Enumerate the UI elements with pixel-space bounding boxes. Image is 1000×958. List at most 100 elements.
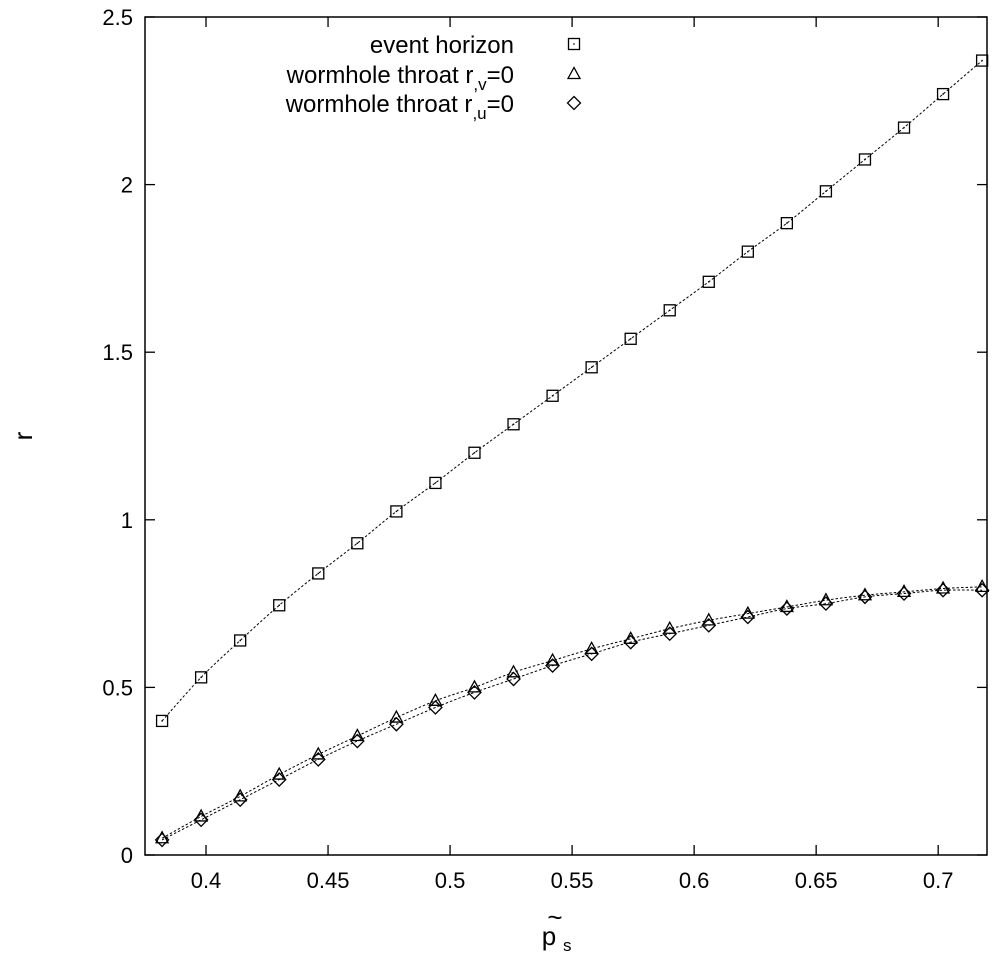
series-line-triangle bbox=[161, 586, 983, 839]
data-point-square bbox=[546, 389, 559, 402]
data-point-diamond bbox=[623, 634, 639, 650]
x-axis-label: ~ p s bbox=[542, 902, 572, 955]
data-point-square-dot bbox=[512, 423, 515, 425]
data-point-diamond bbox=[818, 596, 834, 612]
data-point-diamond bbox=[193, 812, 209, 828]
data-point-square bbox=[468, 446, 481, 459]
series-lines bbox=[161, 60, 983, 841]
legend-entry-throat-u: wormhole throat r,u=0 bbox=[285, 91, 582, 123]
data-point-square bbox=[312, 567, 325, 580]
data-point-square-dot bbox=[708, 281, 710, 283]
data-point-square bbox=[819, 185, 833, 198]
legend-label-main: wormhole throat r bbox=[285, 91, 473, 118]
data-point-diamond bbox=[154, 832, 170, 848]
legend-label: wormhole throat r,u=0 bbox=[285, 91, 514, 123]
legend-label: event horizon bbox=[370, 32, 514, 59]
data-point-diamond bbox=[428, 700, 443, 715]
y-axis-label: r bbox=[8, 431, 38, 440]
data-point-triangle bbox=[545, 652, 560, 666]
data-point-diamond bbox=[467, 685, 482, 700]
data-point-square bbox=[741, 245, 754, 258]
data-point-square-dot bbox=[981, 59, 983, 62]
data-point-square bbox=[429, 476, 442, 490]
legend-label-sub: ,v bbox=[473, 75, 487, 94]
data-point-triangle bbox=[311, 746, 326, 760]
x-tick-label: 0.65 bbox=[795, 868, 838, 893]
data-point-triangle bbox=[701, 612, 716, 626]
x-axis-label-main: p bbox=[542, 921, 556, 951]
data-point-diamond bbox=[935, 582, 951, 598]
data-point-triangle bbox=[584, 640, 599, 655]
legend-label-sub: ,u bbox=[472, 104, 486, 123]
data-point-square bbox=[975, 54, 989, 67]
data-point-square bbox=[585, 361, 598, 374]
data-point-square bbox=[858, 153, 872, 166]
legend-marker-triangle-icon bbox=[566, 66, 582, 80]
y-tick-label: 2 bbox=[121, 173, 133, 198]
data-point-square-dot bbox=[473, 452, 476, 454]
data-point-triangle bbox=[272, 766, 287, 780]
data-point-triangle bbox=[233, 788, 248, 802]
y-tick-label: 1 bbox=[121, 508, 133, 533]
data-point-square-dot bbox=[825, 190, 827, 193]
data-point-diamond bbox=[662, 626, 678, 642]
legend-label-main: wormhole throat r bbox=[286, 62, 474, 89]
data-point-diamond bbox=[584, 646, 600, 662]
series-line-square bbox=[161, 60, 983, 722]
legend-marker-triangle-icon bbox=[566, 66, 582, 80]
data-point-diamond bbox=[740, 609, 756, 625]
data-point-square-dot bbox=[356, 542, 359, 544]
y-tick-label: 0 bbox=[121, 843, 133, 868]
data-point-square-dot bbox=[747, 250, 749, 253]
y-tick-label: 0.5 bbox=[102, 675, 133, 700]
data-point-diamond bbox=[896, 586, 912, 601]
legend-entry-event-horizon: event horizon bbox=[370, 32, 581, 59]
data-point-square-dot bbox=[590, 366, 593, 368]
data-point-square-dot bbox=[903, 126, 905, 129]
data-point-diamond bbox=[506, 671, 521, 687]
data-point-diamond bbox=[857, 589, 873, 605]
data-point-square bbox=[234, 634, 247, 647]
data-point-diamond bbox=[232, 792, 248, 808]
data-point-square-dot bbox=[278, 604, 280, 606]
x-tick-label: 0.5 bbox=[435, 868, 466, 893]
ticks bbox=[145, 16, 987, 856]
data-point-square-dot bbox=[786, 222, 788, 224]
data-point-triangle bbox=[389, 709, 404, 723]
data-point-square bbox=[780, 216, 794, 230]
data-point-square bbox=[936, 87, 950, 101]
data-point-square bbox=[897, 121, 911, 134]
y-tick-label: 1.5 bbox=[102, 340, 133, 365]
data-point-square-dot bbox=[942, 93, 944, 95]
legend: event horizon wormhole throat r,v=0 worm… bbox=[285, 32, 582, 123]
tick-labels: 0.4 0.45 0.5 0.55 0.6 0.65 0.7 0 0.5 1 1.5 2 2.5 bbox=[102, 5, 953, 893]
data-point-triangle bbox=[428, 692, 443, 706]
legend-marker-square-icon bbox=[567, 37, 581, 51]
data-point-diamond bbox=[310, 752, 326, 767]
data-point-triangle bbox=[506, 664, 521, 678]
data-point-diamond bbox=[701, 617, 717, 633]
x-axis-label-sub: s bbox=[563, 936, 572, 955]
data-point-square bbox=[702, 275, 715, 288]
x-axis-label-accent: ~ bbox=[547, 902, 562, 932]
x-tick-label: 0.4 bbox=[191, 868, 222, 893]
legend-label: wormhole throat r,v=0 bbox=[286, 62, 514, 94]
data-point-diamond bbox=[545, 658, 560, 674]
data-point-square bbox=[155, 714, 169, 728]
data-point-triangle bbox=[467, 679, 482, 693]
legend-marker-diamond-icon bbox=[566, 95, 582, 111]
data-point-diamond bbox=[271, 772, 287, 787]
data-point-square-dot bbox=[239, 639, 241, 642]
legend-marker-square-icon-dot bbox=[573, 43, 575, 45]
data-point-square-dot bbox=[551, 395, 554, 397]
data-point-square bbox=[194, 671, 208, 684]
legend-entry-throat-v: wormhole throat r,v=0 bbox=[286, 62, 582, 94]
data-point-square bbox=[351, 537, 364, 550]
data-point-triangle bbox=[662, 620, 677, 634]
data-point-diamond bbox=[779, 601, 795, 617]
x-tick-label: 0.7 bbox=[923, 868, 954, 893]
legend-label-suffix: =0 bbox=[487, 62, 514, 89]
data-point-square bbox=[390, 505, 403, 518]
legend-marker-diamond-icon bbox=[566, 95, 582, 111]
